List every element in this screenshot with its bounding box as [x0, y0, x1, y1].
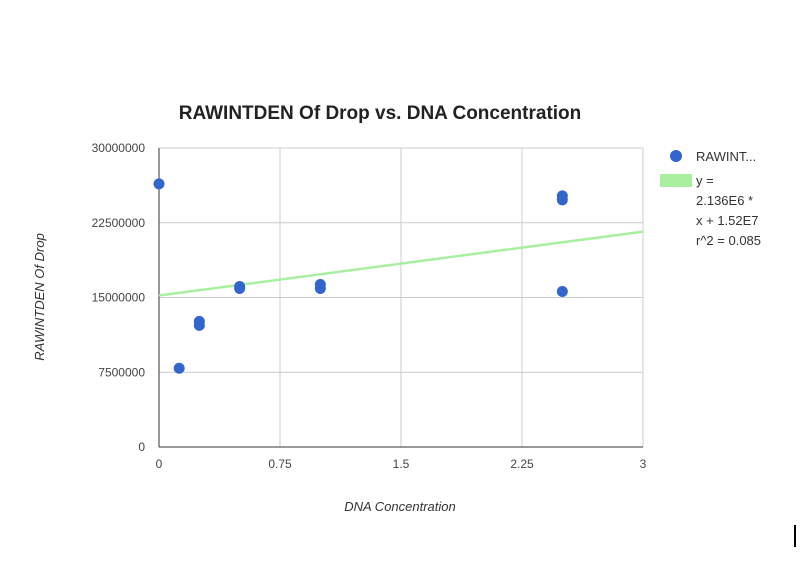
y-tick-label: 15000000 — [92, 291, 146, 305]
x-tick-label: 2.25 — [510, 457, 534, 471]
x-axis-title: DNA Concentration — [344, 499, 456, 514]
x-tick-label: 1.5 — [393, 457, 410, 471]
data-point — [153, 178, 165, 190]
legend-label-series: RAWINT... — [696, 149, 756, 164]
text-cursor-mark — [794, 525, 796, 547]
legend-marker-series — [670, 150, 682, 162]
legend-trendline-line-4: r^2 = 0.085 — [696, 233, 761, 248]
legend: RAWINT... y = 2.136E6 * x + 1.52E7 r^2 =… — [660, 149, 761, 248]
y-axis-title: RAWINTDEN Of Drop — [32, 233, 47, 361]
y-tick-label: 7500000 — [98, 365, 145, 379]
y-tick-label: 0 — [138, 440, 145, 454]
data-point — [556, 286, 568, 298]
axes — [158, 148, 643, 448]
y-tick-label: 22500000 — [92, 216, 146, 230]
data-point — [556, 190, 568, 202]
gridlines — [159, 147, 644, 447]
data-point — [234, 281, 246, 293]
legend-marker-trendline — [660, 174, 692, 187]
legend-trendline-line-2: 2.136E6 * — [696, 193, 753, 208]
x-tick-label: 3 — [640, 457, 647, 471]
x-tick-label: 0.75 — [268, 457, 292, 471]
y-tick-label: 30000000 — [92, 141, 146, 155]
chart-title: RAWINTDEN Of Drop vs. DNA Concentration — [179, 103, 582, 124]
legend-trendline-line-3: x + 1.52E7 — [696, 213, 759, 228]
data-points — [153, 178, 568, 374]
data-point — [193, 315, 205, 327]
legend-trendline-line-1: y = — [696, 173, 714, 188]
x-tick-labels: 0 0.75 1.5 2.25 3 — [156, 457, 647, 471]
y-tick-labels: 0 7500000 15000000 22500000 30000000 — [92, 141, 146, 454]
data-point — [314, 279, 326, 291]
data-point — [173, 362, 185, 374]
x-tick-label: 0 — [156, 457, 163, 471]
